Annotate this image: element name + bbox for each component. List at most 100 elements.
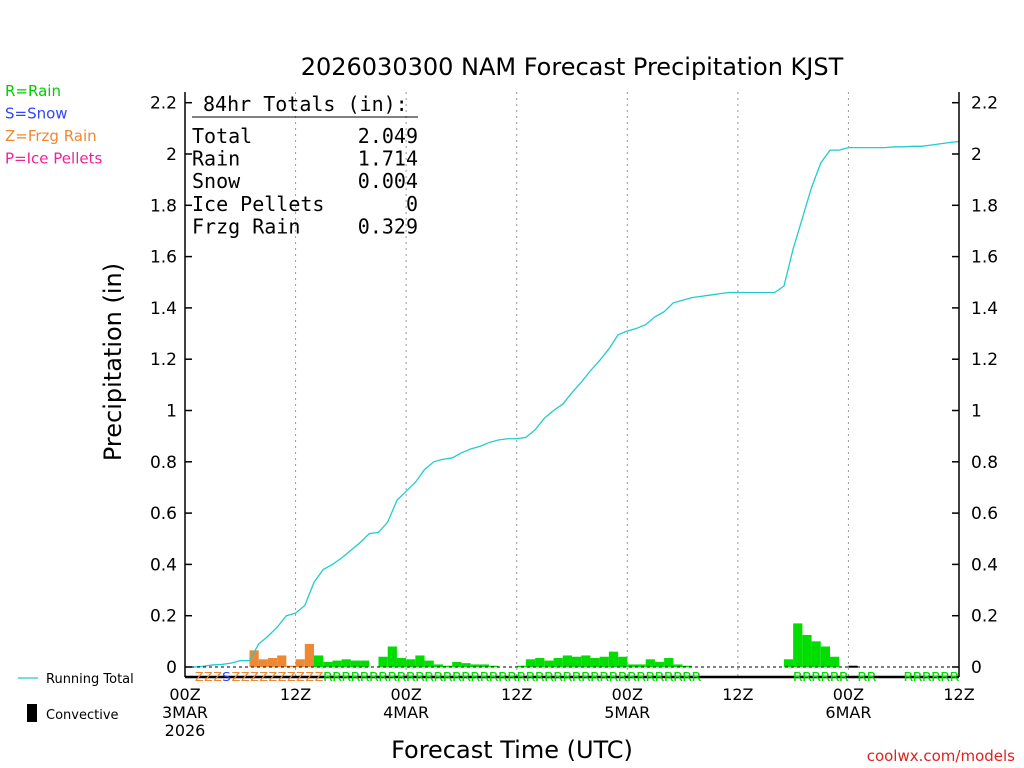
x-axis-label: Forecast Time (UTC)	[391, 736, 633, 764]
y-tick-label-right-9: 1.8	[971, 196, 998, 216]
y-tick-label-right-1: 0.2	[971, 607, 998, 627]
type-code-segment-3: RRRRRRRRRRRRRRRRRRRRRRRRRRRRRRRRRRRRRRRR…	[323, 670, 702, 684]
y-tick-label-right-7: 1.4	[971, 299, 998, 319]
x-tick-label-3-0: 12Z	[501, 685, 532, 704]
bar-55	[682, 665, 692, 667]
bar-19	[350, 660, 361, 667]
totals-header: 84hr Totals (in):	[203, 92, 408, 116]
x-tick-label-6-0: 00Z	[833, 685, 864, 704]
legend-type-0: R=Rain	[5, 82, 61, 100]
x-tick-label-0-1: 3MAR	[162, 703, 208, 722]
y-tick-label-right-2: 0.4	[971, 555, 998, 575]
y-tick-label-left-3: 0.6	[150, 504, 177, 524]
x-tick-label-4-1: 5MAR	[604, 703, 650, 722]
totals-row-label-4: Frzg Rain	[192, 214, 300, 238]
bar-8	[249, 650, 259, 667]
bar-13	[295, 659, 305, 667]
bar-53	[664, 658, 674, 667]
totals-row-value-3: 0	[406, 192, 418, 216]
bar-33	[479, 664, 490, 667]
bar-27	[424, 660, 434, 667]
y-tick-label-right-8: 1.6	[971, 248, 998, 268]
bar-31	[461, 663, 471, 667]
y-tick-label-right-3: 0.6	[971, 504, 998, 524]
x-tick-label-4-0: 00Z	[612, 685, 643, 704]
y-tick-label-left-2: 0.4	[150, 555, 177, 575]
legend-type-1: S=Snow	[5, 105, 68, 123]
x-tick-label-6-1: 6MAR	[825, 703, 871, 722]
bar-70	[820, 646, 830, 667]
bar-67	[793, 623, 803, 667]
x-tick-label-0-2: 2026	[165, 721, 206, 740]
bar-20	[360, 660, 370, 667]
bar-37	[516, 665, 526, 667]
axes: 0 0 0.2 0.2 0.4 0.4 0.6 0.6 0.8 0.8 1 1 1.2 1.2 1.4 1.4…	[150, 92, 998, 740]
bar-51	[645, 659, 655, 667]
bar-48	[618, 656, 628, 667]
bar-29	[443, 665, 453, 667]
bar-71	[830, 656, 840, 667]
bar-52	[654, 661, 665, 667]
totals-row-label-1: Rain	[192, 147, 240, 171]
bar-17	[332, 660, 342, 667]
bar-39	[535, 658, 545, 667]
bar-9	[258, 659, 268, 667]
bar-45	[590, 658, 600, 667]
bar-25	[406, 659, 416, 667]
bar-42	[562, 655, 572, 667]
type-code-segment-2: ZZZZZZZZZZ	[231, 670, 323, 684]
bar-32	[470, 664, 480, 667]
legend-type-2: Z=Frzg Rain	[5, 127, 97, 145]
bar-47	[608, 651, 619, 667]
x-tick-label-5-0: 12Z	[722, 685, 753, 704]
type-code-segment-5: RR	[858, 670, 877, 684]
bar-14	[304, 643, 314, 667]
grid-lines	[295, 92, 849, 677]
x-tick-label-0-0: 00Z	[169, 685, 200, 704]
bar-44	[581, 655, 591, 667]
bar-68	[802, 634, 812, 667]
running-total-label: Running Total	[46, 672, 134, 687]
hourly-bars	[249, 623, 840, 667]
y-tick-label-left-1: 0.2	[150, 607, 177, 627]
y-tick-label-left-7: 1.4	[150, 299, 177, 319]
x-tick-label-1-0: 12Z	[280, 685, 311, 704]
y-tick-label-right-10: 2	[971, 145, 982, 165]
x-tick-label-2-1: 4MAR	[383, 703, 429, 722]
bar-10	[267, 658, 278, 667]
credit-text: coolwx.com/models	[867, 747, 1015, 765]
totals-box: 84hr Totals (in): Total 2.049 Rain 1.714 Sno…	[192, 92, 418, 238]
y-tick-label-left-4: 0.8	[150, 453, 177, 473]
y-tick-label-left-11: 2.2	[150, 94, 177, 114]
convective-swatch	[27, 704, 37, 722]
y-tick-label-left-0: 0	[166, 658, 177, 678]
bar-16	[323, 661, 333, 667]
bar-50	[636, 664, 646, 667]
y-tick-label-right-6: 1.2	[971, 350, 998, 370]
y-tick-label-left-9: 1.8	[150, 196, 177, 216]
bar-30	[452, 661, 462, 667]
bar-46	[599, 656, 609, 667]
bar-54	[673, 664, 683, 667]
y-tick-label-right-4: 0.8	[971, 453, 998, 473]
running-total-line	[185, 140, 960, 668]
type-code-segment-4: RRRRRR	[793, 670, 849, 684]
bar-43	[572, 656, 582, 667]
y-axis-label: Precipitation (in)	[99, 263, 127, 461]
bar-12	[286, 665, 296, 667]
bar-23	[387, 646, 397, 667]
y-tick-label-right-5: 1	[971, 402, 982, 422]
bar-22	[378, 656, 388, 667]
x-tick-label-7-0: 12Z	[943, 685, 974, 704]
bar-38	[525, 659, 536, 667]
chart-title: 2026030300 NAM Forecast Precipitation KJ…	[301, 53, 844, 81]
totals-row-value-2: 0.004	[358, 169, 418, 193]
totals-row-label-3: Ice Pellets	[192, 192, 324, 216]
bar-24	[396, 658, 407, 667]
y-tick-label-left-10: 2	[166, 145, 177, 165]
totals-row-label-2: Snow	[192, 169, 241, 193]
totals-row-label-0: Total	[192, 124, 252, 148]
totals-row-value-0: 2.049	[358, 124, 418, 148]
bar-28	[433, 664, 443, 667]
